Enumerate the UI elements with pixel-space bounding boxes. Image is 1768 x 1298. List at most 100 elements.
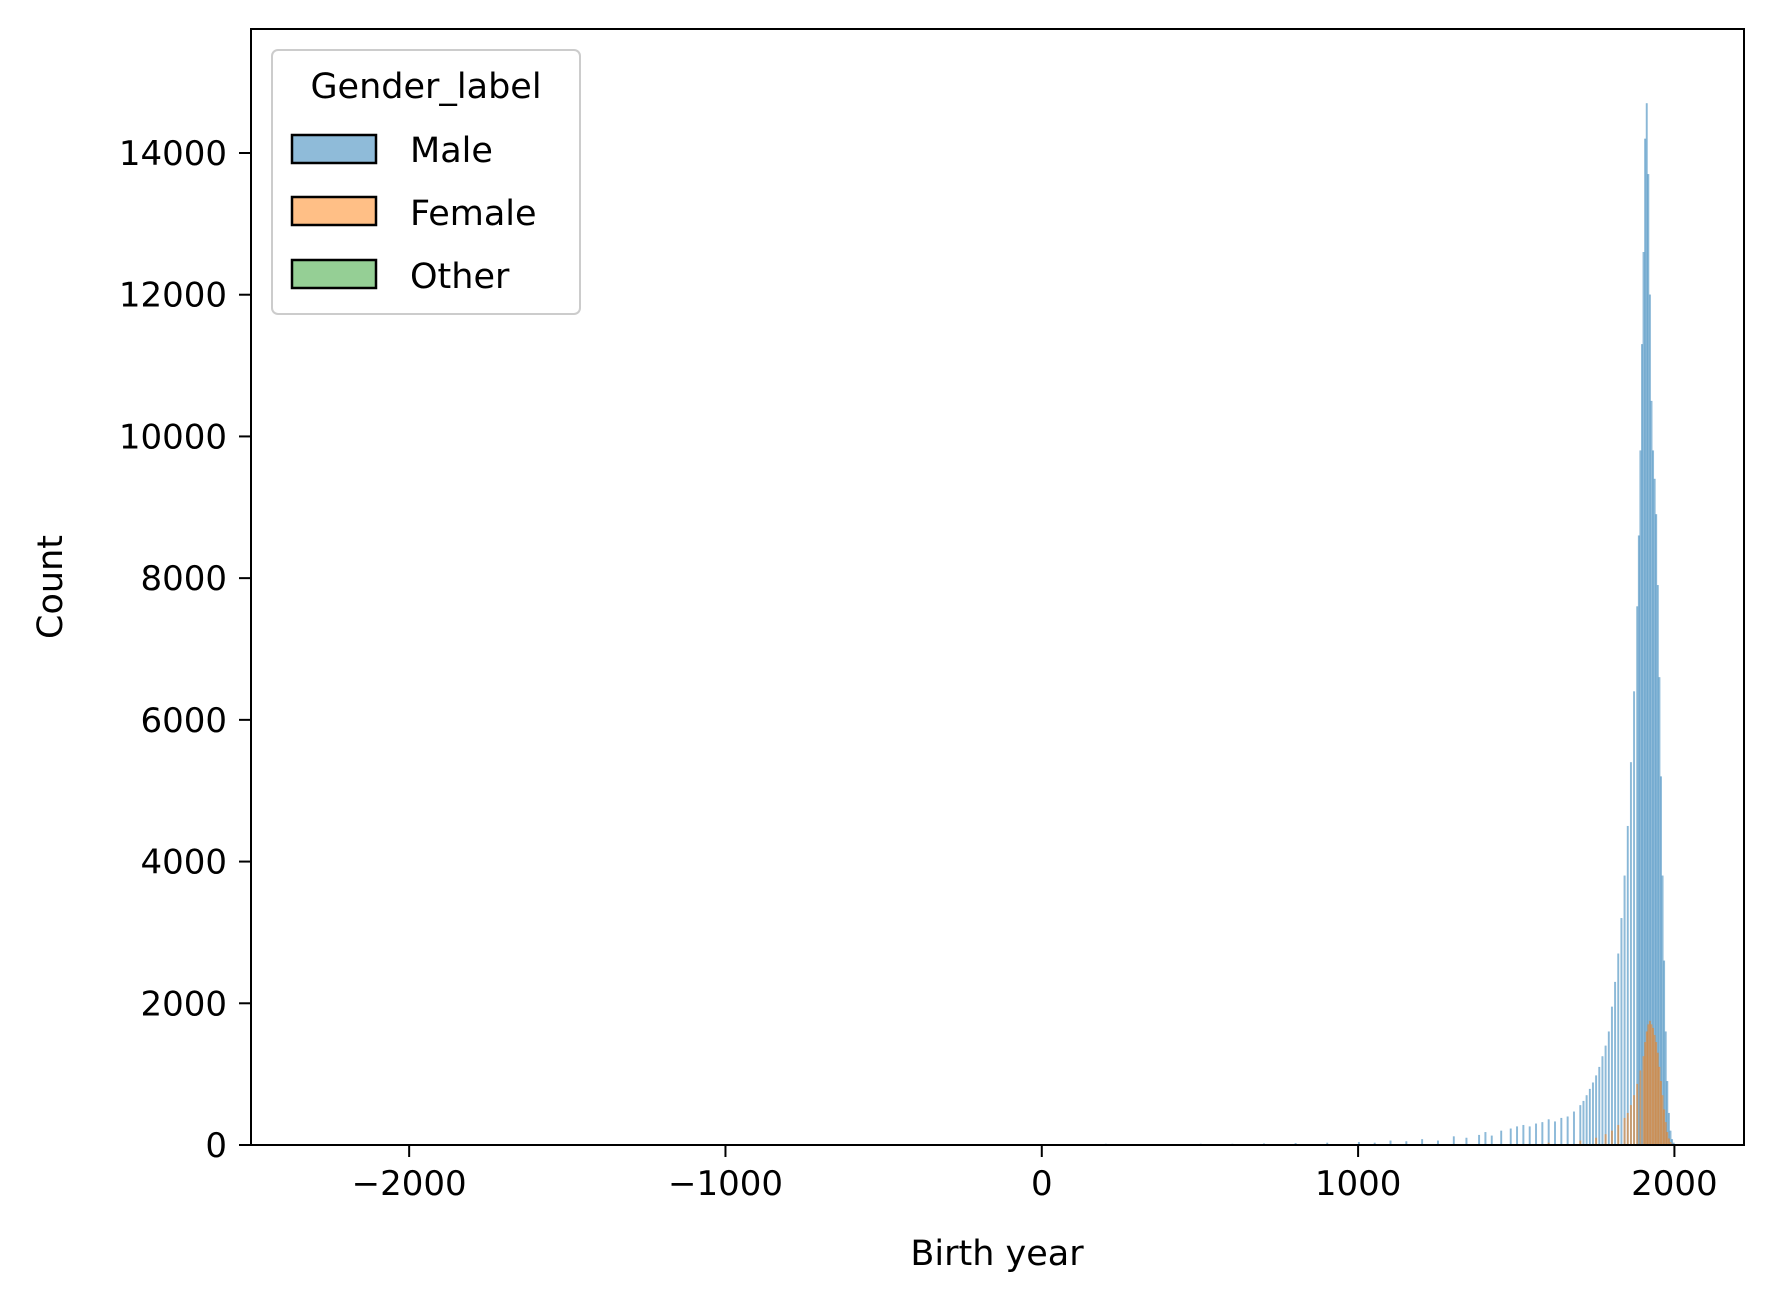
bar-male bbox=[1598, 1066, 1601, 1146]
bar-female bbox=[1639, 1070, 1642, 1146]
bar-male bbox=[1595, 1075, 1598, 1146]
bar-female bbox=[1652, 1027, 1655, 1146]
y-axis-ticks: 0 2000 4000 6000 8000 10000 12000 14000 bbox=[119, 134, 251, 1166]
x-tick-label: 0 bbox=[1031, 1164, 1053, 1204]
y-tick-label: 6000 bbox=[140, 701, 227, 741]
bar-male bbox=[1607, 1031, 1610, 1146]
bar-female bbox=[1617, 1124, 1620, 1146]
bar-male bbox=[1522, 1124, 1525, 1146]
bar-female bbox=[1645, 1031, 1648, 1146]
legend-swatch-other bbox=[290, 258, 378, 290]
bar-male bbox=[1610, 1006, 1613, 1146]
bar-male bbox=[1648, 294, 1651, 1146]
bar-female bbox=[1610, 1130, 1613, 1146]
bar-male bbox=[1509, 1128, 1512, 1146]
y-tick-label: 14000 bbox=[119, 134, 227, 174]
bar-male bbox=[1636, 606, 1639, 1146]
y-tick-label: 12000 bbox=[119, 276, 227, 316]
bar-female bbox=[1661, 1095, 1664, 1146]
y-tick-label: 4000 bbox=[140, 843, 227, 883]
x-tick-label: −2000 bbox=[352, 1164, 467, 1204]
x-axis-label: Birth year bbox=[910, 1234, 1084, 1274]
bar-female bbox=[1653, 1034, 1656, 1146]
bar-female bbox=[1636, 1083, 1639, 1146]
bar-male bbox=[1642, 251, 1645, 1146]
bar-male bbox=[1516, 1126, 1519, 1146]
bar-male bbox=[1535, 1123, 1538, 1146]
y-tick-label: 0 bbox=[205, 1126, 227, 1166]
bar-male bbox=[1582, 1100, 1585, 1146]
bar-male bbox=[1541, 1122, 1544, 1146]
bar-female bbox=[1659, 1081, 1662, 1146]
bar-male bbox=[1591, 1082, 1594, 1146]
bar-male bbox=[1614, 981, 1617, 1146]
bar-female bbox=[1650, 1024, 1653, 1146]
bar-male bbox=[1640, 344, 1643, 1146]
legend-label-female: Female bbox=[410, 194, 537, 234]
y-tick-label: 8000 bbox=[140, 559, 227, 599]
plot-frame bbox=[250, 28, 1745, 1146]
bar-female bbox=[1655, 1042, 1658, 1146]
bar-male bbox=[1588, 1088, 1591, 1146]
bar-female bbox=[1633, 1095, 1636, 1146]
y-axis-label: Count bbox=[31, 535, 71, 639]
bar-male bbox=[1617, 953, 1620, 1146]
bar-male bbox=[1452, 1136, 1455, 1146]
bar-male bbox=[1645, 103, 1648, 1146]
bar-female bbox=[1658, 1066, 1661, 1146]
y-tick-label: 10000 bbox=[119, 417, 227, 457]
legend-swatch-female bbox=[290, 195, 378, 227]
legend: Gender_label Male Female Other bbox=[271, 49, 581, 315]
bar-female bbox=[1666, 1132, 1669, 1146]
legend-title: Gender_label bbox=[310, 67, 541, 107]
bar-male bbox=[1478, 1134, 1481, 1146]
bar-male bbox=[1547, 1119, 1550, 1146]
x-tick-label: 1000 bbox=[1315, 1164, 1402, 1204]
bar-female bbox=[1604, 1134, 1607, 1146]
bar-female bbox=[1629, 1105, 1632, 1146]
legend-label-male: Male bbox=[410, 131, 493, 171]
x-axis-ticks: −2000 −1000 0 1000 2000 bbox=[352, 1145, 1718, 1204]
bar-male bbox=[1620, 918, 1623, 1146]
bar-male bbox=[1484, 1132, 1487, 1146]
bar-male bbox=[1500, 1130, 1503, 1146]
bar-male bbox=[1579, 1105, 1582, 1146]
bar-female bbox=[1647, 1024, 1650, 1146]
bar-female bbox=[1626, 1112, 1629, 1146]
bar-female bbox=[1642, 1056, 1645, 1146]
bar-female bbox=[1644, 1042, 1647, 1146]
x-tick-label: 2000 bbox=[1631, 1164, 1718, 1204]
bar-male bbox=[1629, 762, 1632, 1146]
bar-male bbox=[1647, 174, 1650, 1146]
bar-male bbox=[1604, 1045, 1607, 1146]
bar-male bbox=[1465, 1137, 1468, 1146]
legend-label-other: Other bbox=[410, 257, 510, 297]
bar-female bbox=[1648, 1020, 1651, 1146]
bar-male bbox=[1626, 825, 1629, 1146]
bar-male bbox=[1554, 1121, 1556, 1146]
legend-swatch-male bbox=[290, 133, 378, 165]
bar-male bbox=[1639, 450, 1642, 1146]
series-female bbox=[1547, 1020, 1674, 1146]
bar-male bbox=[1601, 1056, 1604, 1146]
bar-male bbox=[1644, 138, 1647, 1146]
bar-male bbox=[1566, 1116, 1569, 1146]
bar-male bbox=[1572, 1111, 1575, 1146]
bar-male bbox=[1623, 875, 1626, 1146]
bar-male bbox=[1490, 1135, 1493, 1146]
bar-female bbox=[1623, 1117, 1626, 1146]
bar-female bbox=[1664, 1122, 1667, 1146]
bar-female bbox=[1595, 1137, 1598, 1146]
bar-female bbox=[1663, 1109, 1666, 1146]
bar-male bbox=[1528, 1126, 1531, 1146]
bar-male bbox=[1633, 691, 1636, 1146]
bar-male bbox=[1560, 1117, 1563, 1146]
histogram-bars bbox=[1104, 103, 1675, 1146]
bar-male bbox=[1637, 535, 1640, 1146]
bar-female bbox=[1656, 1052, 1659, 1146]
y-tick-label: 2000 bbox=[140, 984, 227, 1024]
bar-male bbox=[1585, 1095, 1588, 1146]
x-tick-label: −1000 bbox=[668, 1164, 783, 1204]
legend-frame bbox=[271, 49, 581, 315]
